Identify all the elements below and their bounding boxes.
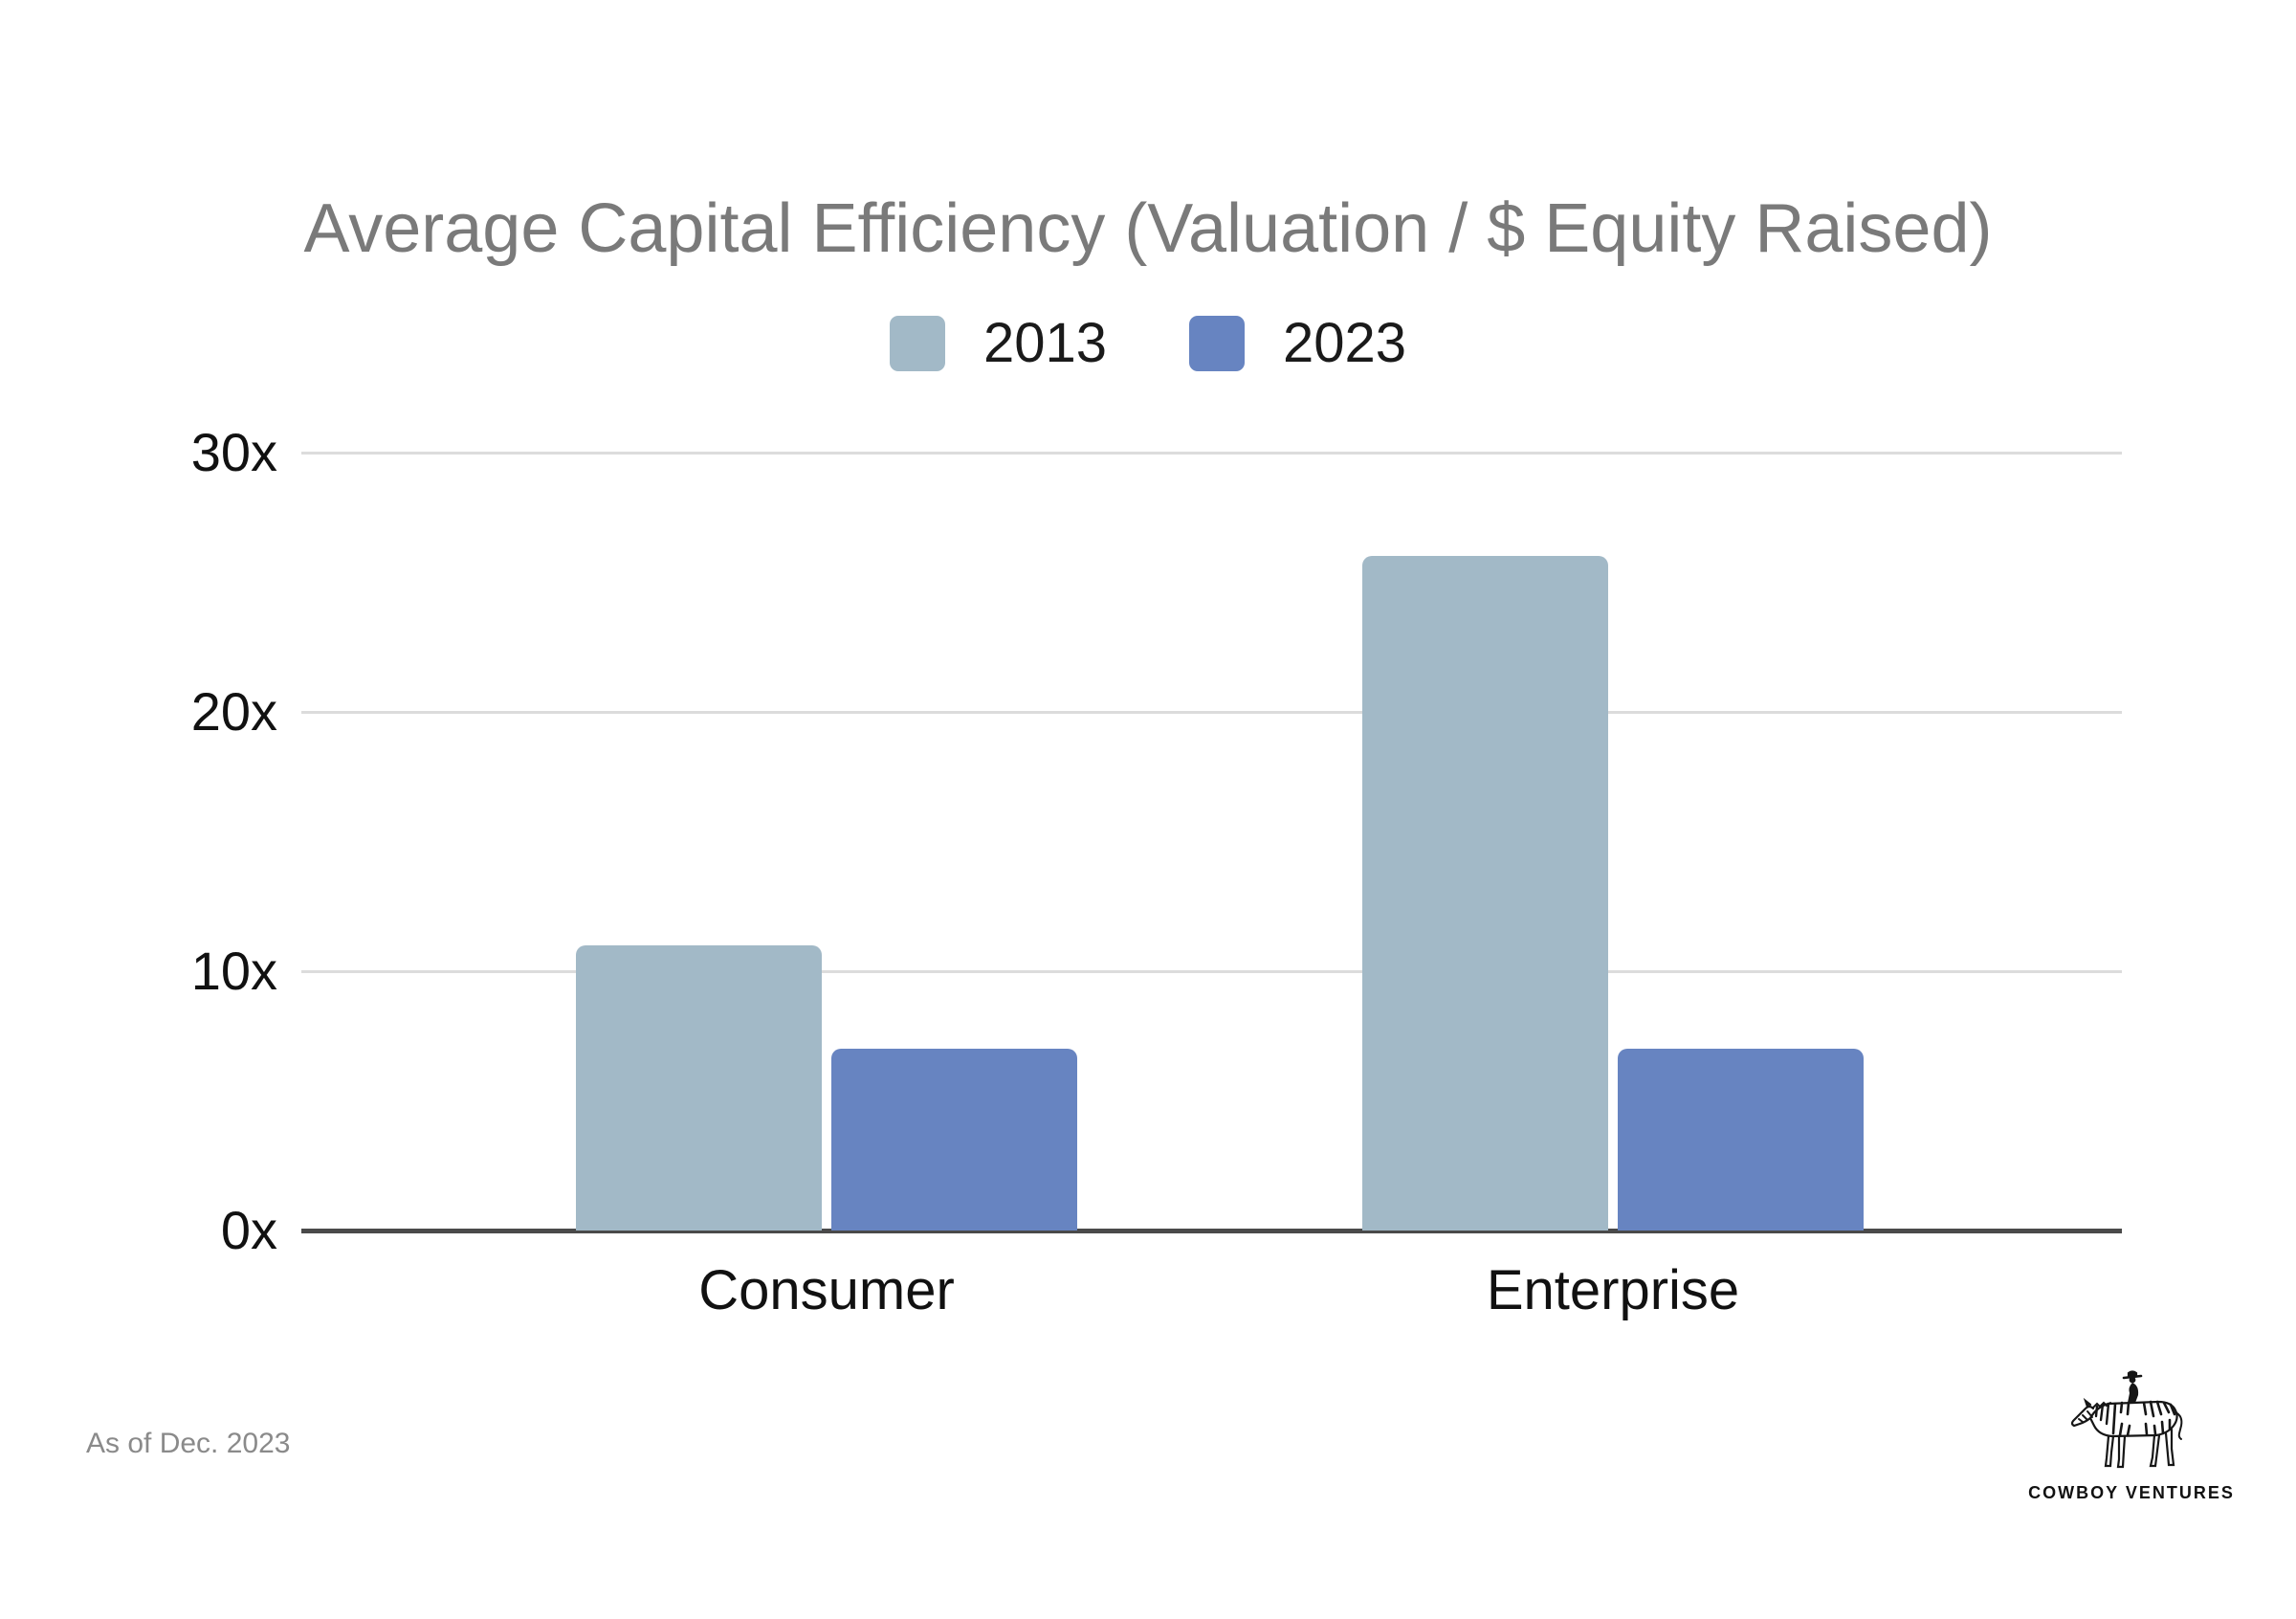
cowboy-ventures-logo: COWBOY VENTURES <box>2028 1366 2233 1503</box>
legend-item-2013: 2013 <box>889 312 1107 374</box>
legend-label-2023: 2023 <box>1283 312 1407 374</box>
cowboy-rider-shape <box>2122 1370 2143 1403</box>
gridline-20x <box>301 711 2122 714</box>
chart-title: Average Capital Efficiency (Valuation / … <box>303 190 1993 267</box>
legend-swatch-2013 <box>889 316 945 371</box>
x-category-label-enterprise: Enterprise <box>1486 1259 1740 1321</box>
bar-consumer-2023 <box>831 1049 1077 1231</box>
bar-enterprise-2013 <box>1362 556 1608 1231</box>
gridline-10x <box>301 970 2122 973</box>
legend-item-2023: 2023 <box>1189 316 1406 371</box>
chart-legend: 2013 2023 <box>0 315 2296 372</box>
logo-wordmark: COWBOY VENTURES <box>2028 1483 2235 1502</box>
legend-label-2013: 2013 <box>982 312 1107 374</box>
y-tick-30x: 30x <box>190 422 277 482</box>
y-tick-0x: 0x <box>220 1200 277 1260</box>
y-tick-10x: 10x <box>190 941 277 1001</box>
legend-swatch-2023 <box>1189 316 1245 371</box>
x-axis-line <box>301 1229 2122 1233</box>
bar-enterprise-2023 <box>1618 1049 1864 1231</box>
x-category-label-consumer: Consumer <box>698 1259 955 1321</box>
footnote: As of Dec. 2023 <box>86 1428 291 1459</box>
y-tick-20x: 20x <box>190 681 277 742</box>
gridline-30x <box>301 452 2122 455</box>
bar-consumer-2013 <box>576 944 822 1231</box>
cowboy-on-zebra-icon <box>2070 1370 2183 1469</box>
